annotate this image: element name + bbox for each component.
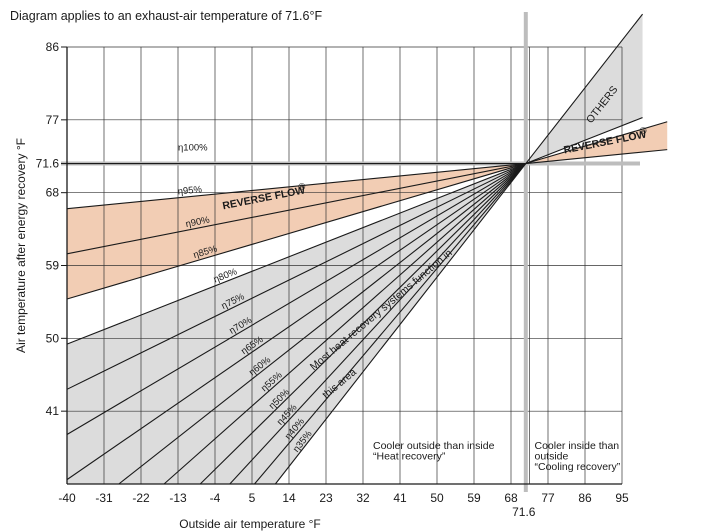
efficiency-label: η100% [178,143,208,154]
registered-mark-cooling: ® [639,125,648,137]
x-tick-label: 77 [541,491,555,505]
efficiency-line [118,163,527,485]
x-tick-label: -22 [132,491,150,505]
efficiency-line [229,163,527,485]
x-tick-label: 59 [467,491,481,505]
x-tick-label: 41 [393,491,407,505]
y-tick-label: 59 [46,259,60,273]
efficiency-line [66,163,527,435]
axes-layer: -40 -31 -22 -13 -4 5 14 23 32 41 50 59 68 77 86 95 71.6 8… [14,40,629,531]
x-tick-label: -40 [58,491,76,505]
x-tick-label: -13 [169,491,187,505]
x-tick-label: 14 [282,491,296,505]
cooling-recovery-note-2: outside [535,451,569,463]
heat-recovery-label: “Heat recovery” [373,451,446,463]
others-boundary [525,13,643,164]
others-boundary [525,117,643,165]
efficiency-line [199,163,527,485]
registered-mark-heating: ® [297,181,306,193]
efficiency-line [254,163,527,485]
y-tick-label: 50 [46,331,60,345]
x-tick-label: 32 [356,491,370,505]
x-tick-label: -4 [210,491,221,505]
efficiency-line [66,163,526,300]
x-tick-label: 86 [578,491,592,505]
x-tick-label: 68 [504,491,518,505]
y-tick-label: 71.6 [36,157,60,171]
region-layer [67,14,668,485]
cooling-recovery-note: Cooler inside than [535,440,620,452]
y-tick-label: 68 [46,186,60,200]
reverse-flow-boundary-cooling [525,149,668,165]
efficiency-line [274,163,527,485]
most-systems-region [67,163,526,485]
x-axis-label: Outside air temperature °F [179,517,321,531]
efficiency-line [66,162,526,255]
chart-title: Diagram applies to an exhaust-air temper… [10,9,322,23]
x-tick-label: 23 [319,491,333,505]
x-tick-label: -31 [95,491,113,505]
y-tick-label: 77 [46,113,60,127]
efficiency-line [163,163,527,485]
y-axis-label: Air temperature after energy recovery °F [14,138,28,353]
efficiency-line [66,163,527,390]
efficiency-line [66,163,527,345]
x-tick-label: 5 [249,491,256,505]
efficiency-line [66,162,526,210]
efficiency-line [66,163,527,481]
x-tick-label: 50 [430,491,444,505]
efficiency-label: η90% [185,215,212,231]
cooling-recovery-label: “Cooling recovery” [535,461,621,473]
x-ref-label: 71.6 [512,505,536,519]
x-tick-label: 95 [615,491,629,505]
efficiency-lines [66,13,668,485]
y-tick-label: 86 [46,40,60,54]
grid-layer [67,46,623,484]
efficiency-label: η95% [177,184,203,197]
reverse-flow-boundary-cooling [525,121,668,165]
y-tick-label: 41 [46,404,60,418]
heat-recovery-note: Cooler outside than inside [373,440,495,452]
